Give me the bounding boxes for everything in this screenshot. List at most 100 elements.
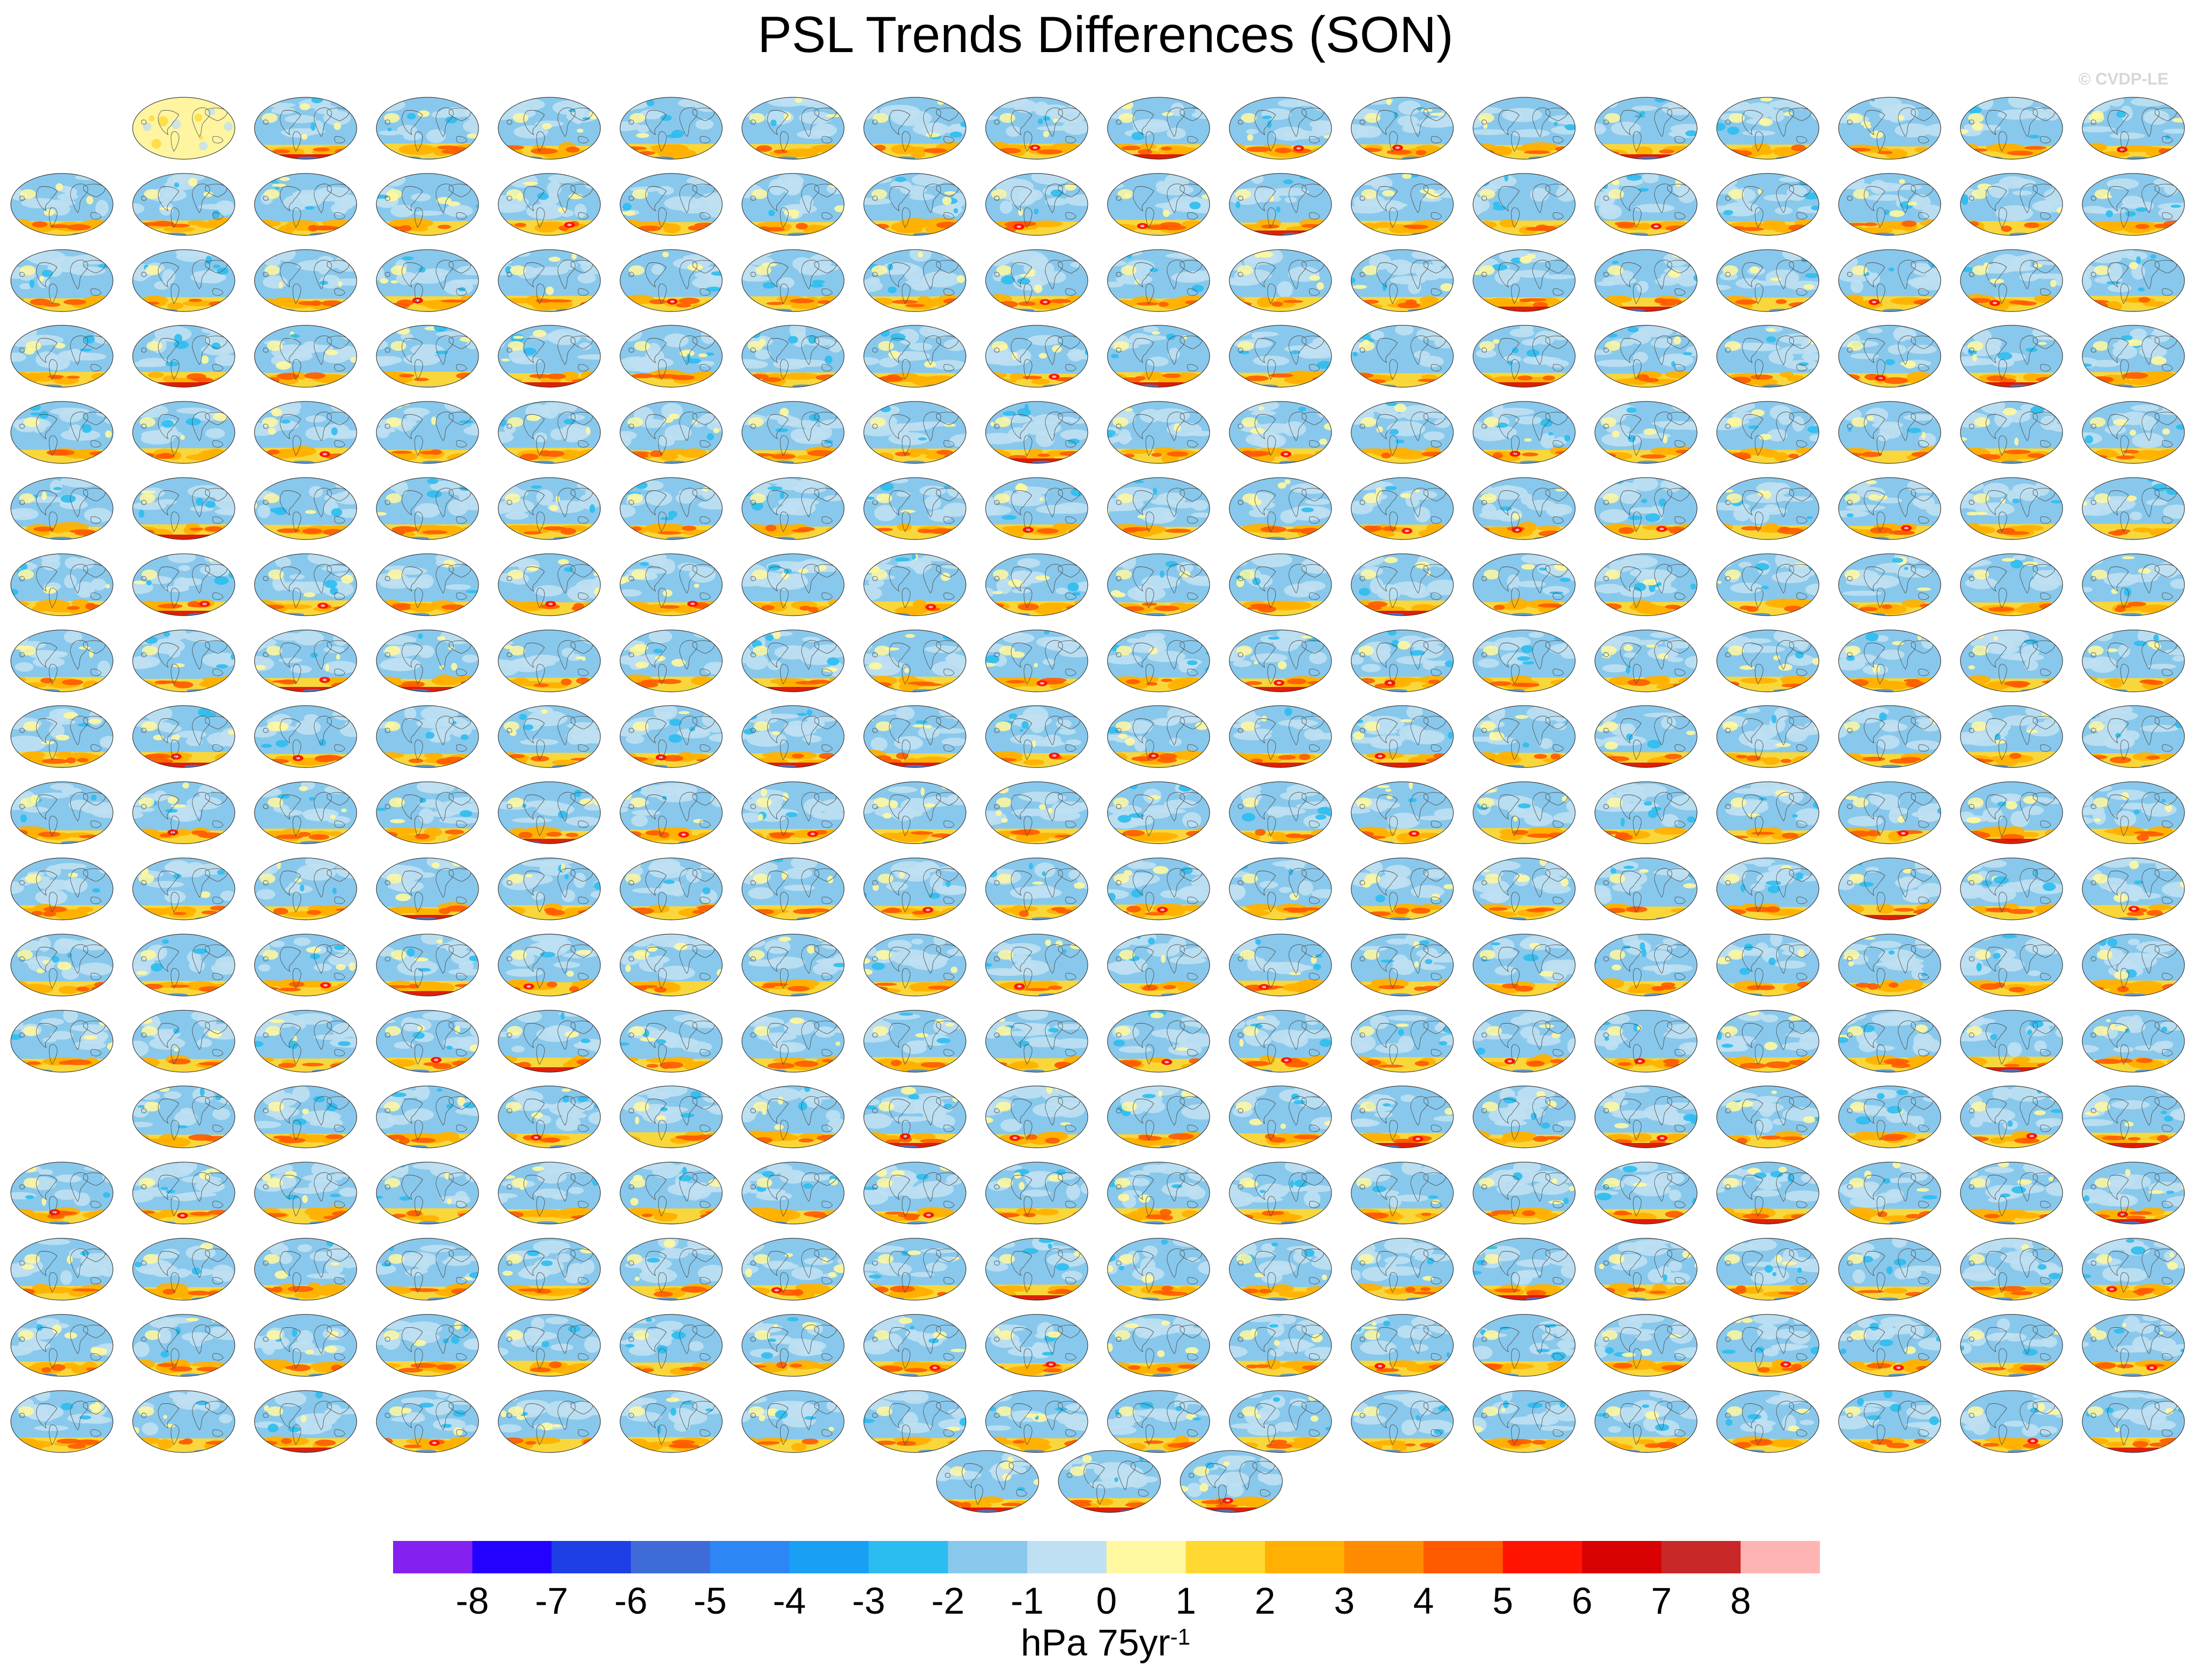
coastline <box>1603 500 1609 505</box>
coastline <box>1755 435 1763 456</box>
map-panel <box>490 1305 608 1377</box>
coastline <box>141 347 147 353</box>
map-panel <box>2074 620 2192 693</box>
coastline <box>2040 668 2051 676</box>
global-map <box>1594 1314 1698 1377</box>
map-panel <box>1100 772 1218 845</box>
global-map <box>376 1314 479 1377</box>
coastline <box>449 640 471 654</box>
coastline <box>327 564 349 578</box>
global-map <box>132 173 235 236</box>
map-panel <box>125 1381 243 1453</box>
panel-label-bar <box>1343 1381 1461 1387</box>
panel-label-bar <box>2074 315 2192 321</box>
coastline <box>1603 196 1609 201</box>
coastline <box>1545 108 1568 121</box>
coastline <box>2162 364 2173 372</box>
global-map <box>1229 553 1332 616</box>
map-border <box>10 629 113 692</box>
coastline <box>700 212 711 220</box>
coastline <box>1918 136 1929 143</box>
coastline <box>1847 347 1853 353</box>
colorbar-tick-label: 2 <box>1254 1580 1276 1622</box>
coastline <box>414 207 423 228</box>
coastline <box>692 108 715 121</box>
global-map <box>1594 325 1698 388</box>
global-map <box>1594 1009 1698 1073</box>
panel-label-bar <box>734 164 852 170</box>
coastline <box>923 564 941 594</box>
global-map <box>376 477 479 540</box>
coastline <box>578 364 589 372</box>
map-panel <box>612 315 730 388</box>
coastline <box>205 564 227 578</box>
coastline <box>1431 136 1442 143</box>
map-border <box>498 401 601 464</box>
coastline <box>435 336 454 366</box>
coastline <box>292 740 301 761</box>
map-border <box>2082 173 2185 236</box>
coastline <box>1603 347 1609 353</box>
coastline <box>1166 336 1185 366</box>
coastline <box>2040 744 2051 752</box>
global-map <box>1473 781 1576 844</box>
global-map <box>1594 249 1698 312</box>
global-map <box>1838 401 1941 464</box>
map-border <box>1594 629 1698 692</box>
map-border <box>620 97 723 160</box>
coastline <box>645 414 667 440</box>
map-panel <box>368 1000 486 1073</box>
map-panel <box>368 164 486 236</box>
global-map <box>254 97 357 160</box>
coastline <box>70 259 88 289</box>
map-panel <box>1831 1076 1949 1149</box>
global-map <box>498 1085 601 1148</box>
map-border <box>1960 97 2063 160</box>
map-border <box>132 553 235 616</box>
coastline <box>1133 490 1154 516</box>
coastline <box>414 740 423 761</box>
colorbar-segment <box>1027 1541 1107 1573</box>
panel-label-bar <box>856 1228 974 1234</box>
coastline <box>1725 272 1731 277</box>
coastline <box>1985 414 2007 440</box>
coastline <box>578 516 589 524</box>
panel-label-bar <box>1953 848 2070 854</box>
coastline <box>401 566 423 592</box>
panel-label-bar <box>1709 1228 1827 1234</box>
map-border <box>1473 705 1576 768</box>
coastline <box>1023 131 1032 152</box>
coastline <box>90 212 102 220</box>
map-panel <box>1953 924 2070 997</box>
global-map <box>132 629 235 692</box>
map-border <box>376 173 479 236</box>
global-map <box>1838 1314 1941 1377</box>
coastline <box>1553 136 1564 143</box>
coastline <box>902 740 910 761</box>
coastline <box>1145 359 1154 380</box>
coastline <box>1796 136 1808 143</box>
coastline <box>1133 262 1154 287</box>
coastline <box>1166 411 1185 441</box>
panel-label-bar <box>1100 164 1218 170</box>
panel-label-bar <box>978 1152 1096 1158</box>
coastline <box>536 512 545 532</box>
panel-label-bar <box>1100 1000 1218 1006</box>
map-border <box>741 553 845 616</box>
coastline <box>1911 108 1933 121</box>
map-panel <box>1465 848 1583 921</box>
panel-label-bar <box>978 620 1096 626</box>
map-panel <box>1831 924 1949 997</box>
panel-label-bar <box>1100 315 1218 321</box>
map-panel <box>856 924 974 997</box>
coastline <box>1864 718 1885 744</box>
coastline <box>2040 288 2051 296</box>
panel-label-bar <box>3 1381 121 1387</box>
map-panel <box>1343 1228 1461 1301</box>
coastline <box>1166 564 1185 594</box>
coastline <box>1023 740 1032 761</box>
coastline <box>1376 566 1398 592</box>
coastline <box>1238 424 1244 429</box>
panel-label-bar <box>247 468 365 474</box>
map-panel <box>1100 1305 1218 1377</box>
